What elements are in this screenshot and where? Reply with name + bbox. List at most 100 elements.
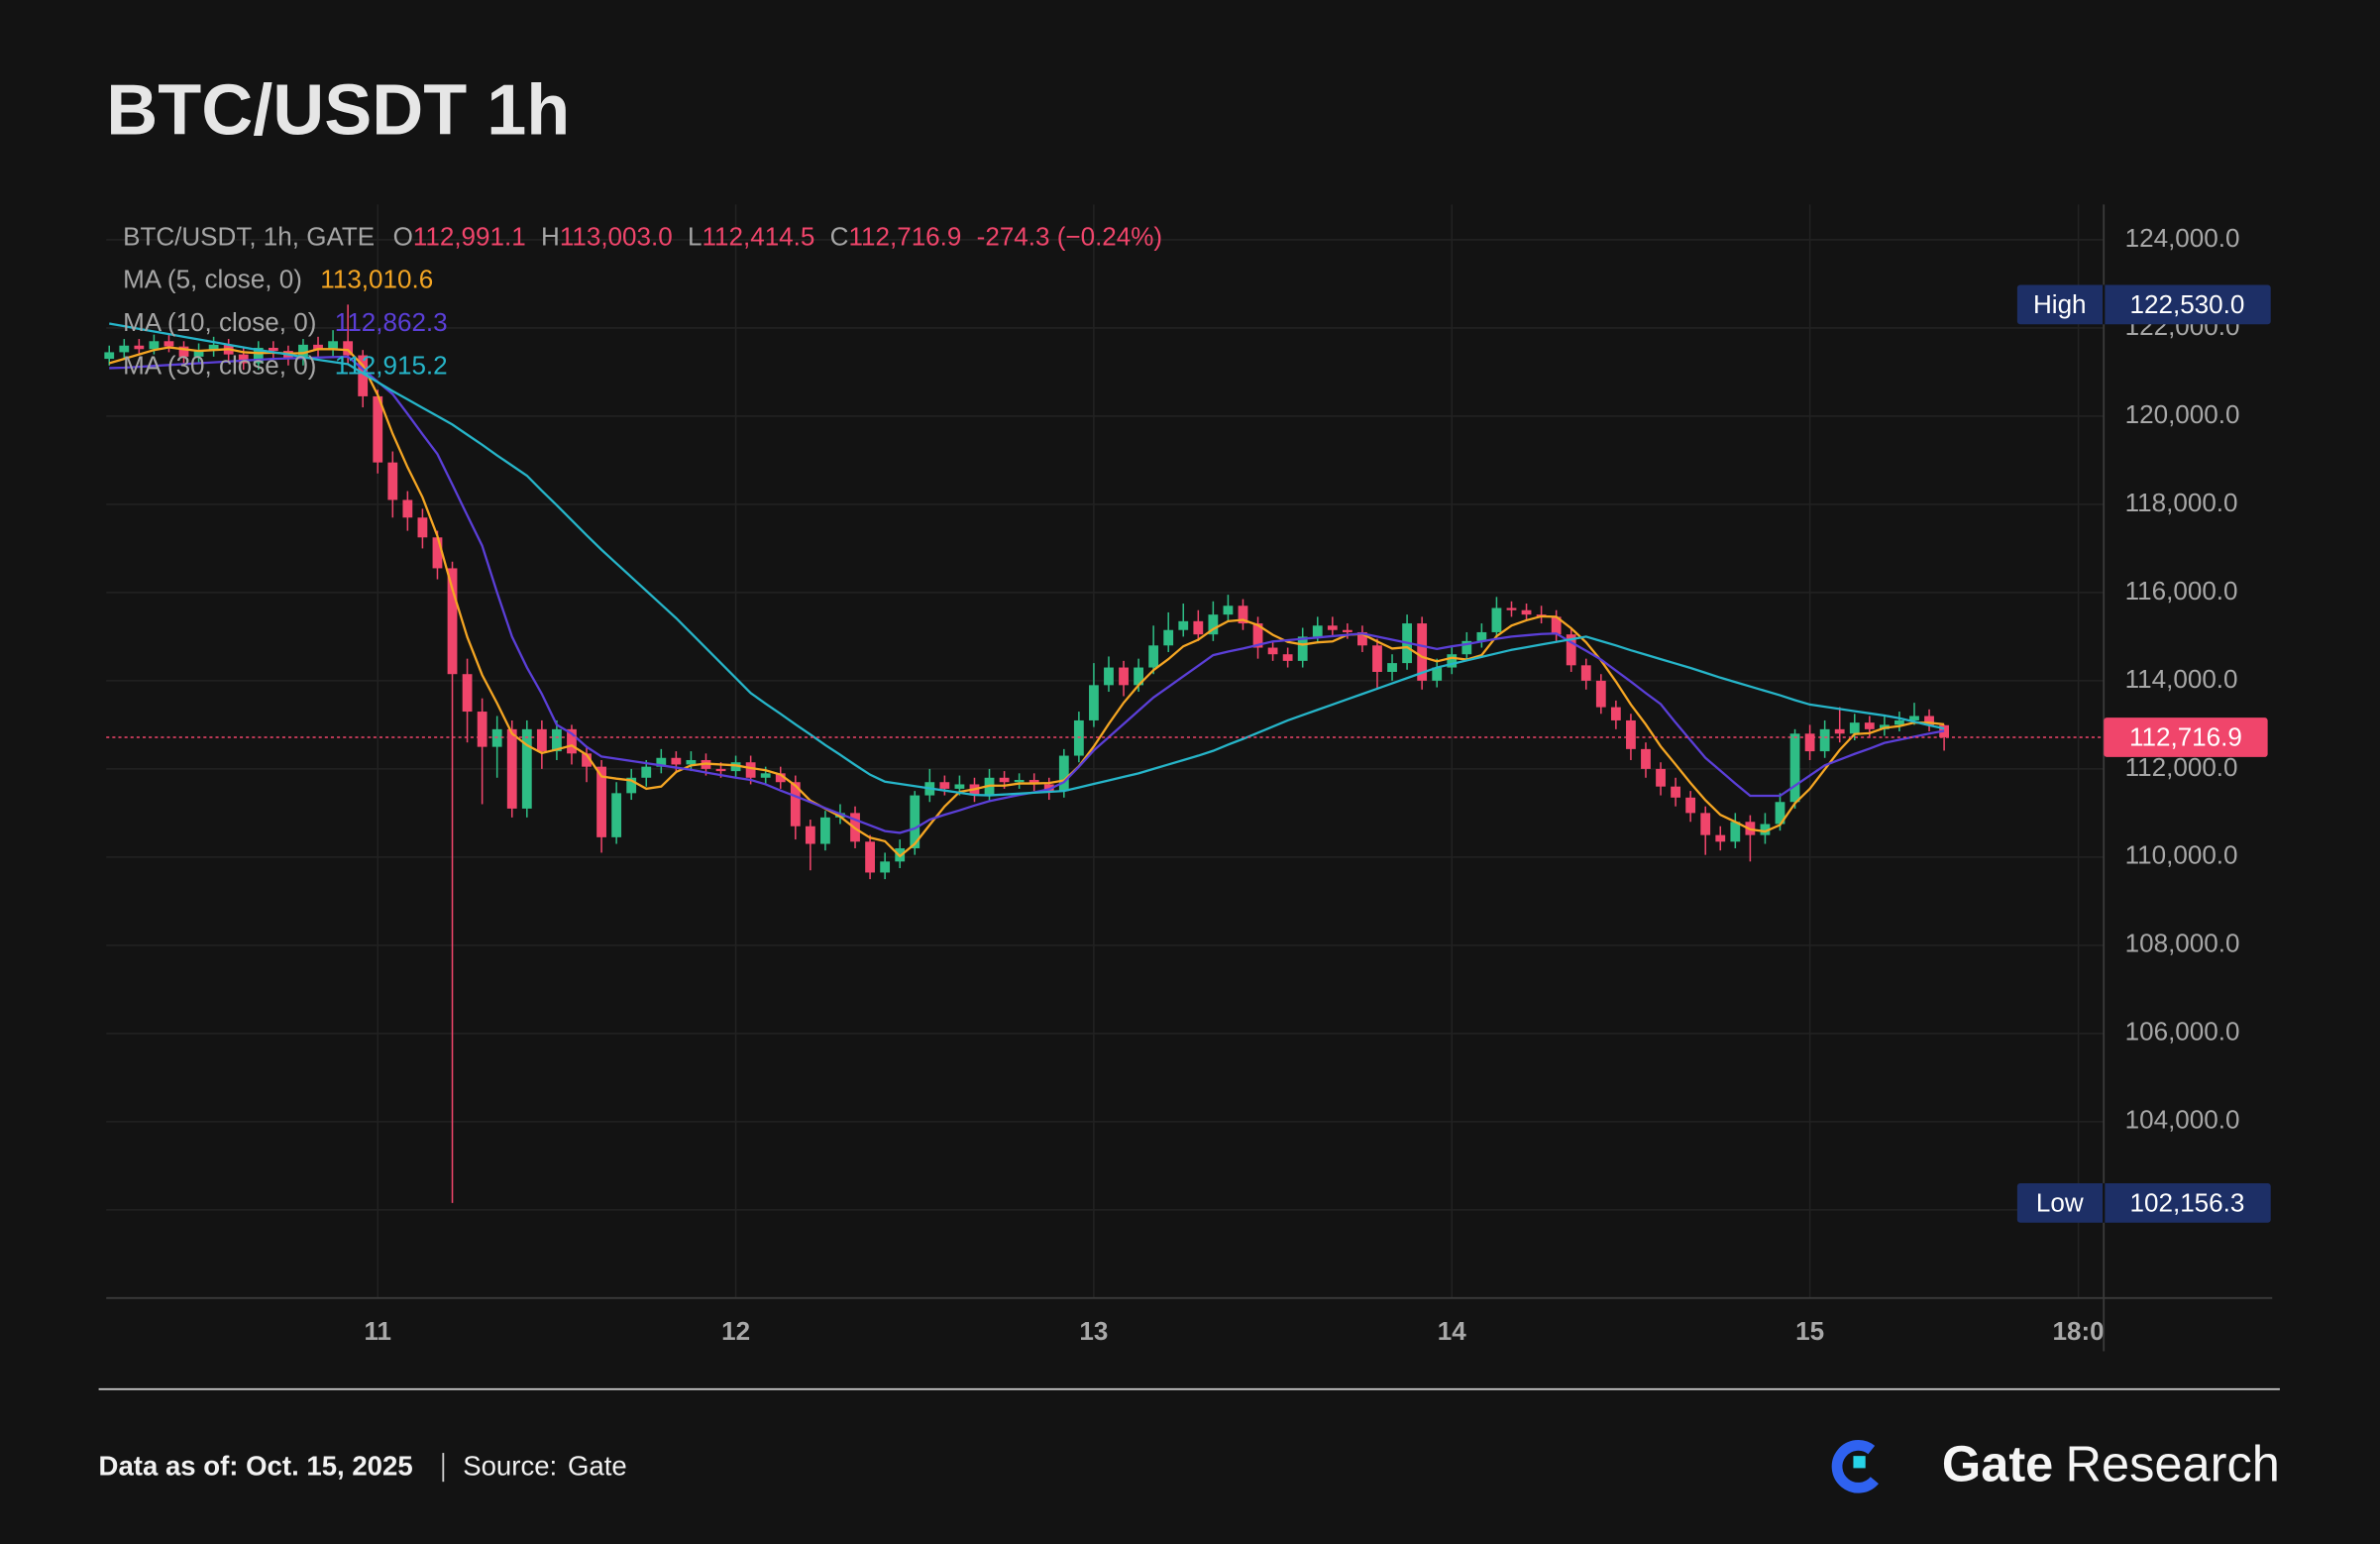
candle-body: [462, 674, 473, 713]
candle-body: [358, 355, 369, 396]
candle-body: [1342, 629, 1352, 632]
candle-body: [1178, 620, 1189, 630]
candle-body: [1043, 784, 1054, 792]
candle-body: [1595, 680, 1606, 708]
candle-body: [910, 795, 920, 848]
extreme-badge: [2016, 284, 2271, 325]
candle-body: [1626, 719, 1636, 749]
candle-body: [1297, 636, 1308, 661]
candle-body: [820, 817, 830, 844]
candle-body: [596, 766, 606, 837]
candle-body: [1058, 755, 1069, 792]
brand-logo: [1831, 1440, 1879, 1493]
chart-title: BTC/USDT 1h: [106, 70, 570, 150]
candle-body: [790, 782, 801, 827]
candle-body: [1656, 768, 1666, 787]
candle-body: [611, 793, 622, 837]
candle-body: [208, 344, 219, 351]
candle-body: [1685, 797, 1696, 814]
candle-body: [119, 345, 130, 353]
y-tick-label: 114,000.0: [2125, 664, 2238, 694]
candle-body: [671, 757, 682, 765]
candle-body: [313, 344, 323, 351]
candle-body: [1312, 625, 1323, 637]
candle-body: [1775, 802, 1785, 825]
legend-key: H: [541, 221, 560, 251]
candle-body: [1506, 607, 1517, 610]
candle-body: [715, 768, 726, 772]
candle-body: [432, 537, 443, 569]
candle-body: [163, 341, 174, 347]
candle-body: [1610, 707, 1621, 720]
candle-body: [1252, 623, 1263, 648]
candle-body: [1223, 606, 1234, 615]
ma-legend: MA (10, close, 0) 112,862.3: [123, 307, 448, 337]
candle-body: [1864, 722, 1875, 729]
candle-body: [1163, 629, 1174, 646]
candle-body: [1789, 733, 1800, 803]
candle-body: [1282, 654, 1293, 661]
x-tick-label: 14: [1438, 1316, 1466, 1346]
logo-ring: [1831, 1440, 1879, 1493]
candle-body: [134, 345, 145, 350]
candle-body: [686, 759, 697, 765]
legend-value: 112,991.1: [413, 221, 526, 251]
candle-body: [1028, 780, 1039, 785]
candle-body: [1641, 748, 1651, 769]
extreme-label: High: [2033, 289, 2087, 319]
ma-line: [109, 322, 1945, 797]
legend-value: 112,414.5: [702, 221, 814, 251]
candle-body: [1760, 824, 1771, 835]
legend-value: 113,003.0: [560, 221, 673, 251]
candle-body: [1461, 640, 1472, 655]
candle-body: [298, 344, 308, 360]
candle-body: [1238, 606, 1248, 624]
candle-body: [1327, 625, 1338, 630]
candle-body: [1730, 822, 1741, 842]
logo-square: [1853, 1456, 1866, 1469]
candle-body: [1357, 631, 1367, 646]
y-tick-label: 110,000.0: [2125, 840, 2238, 870]
y-tick-label: 106,000.0: [2125, 1017, 2240, 1047]
candle-body: [1447, 654, 1458, 668]
candle-body: [1715, 834, 1726, 842]
y-tick-label: 108,000.0: [2125, 929, 2240, 958]
ma-legend: MA (30, close, 0) 112,915.2: [123, 351, 448, 381]
candle-body: [582, 753, 592, 767]
ma-legend-name: MA (5, close, 0): [123, 264, 302, 293]
candle-body: [1580, 665, 1591, 681]
ma-legend-name: MA (30, close, 0): [123, 351, 316, 381]
candle-body: [343, 341, 354, 356]
x-tick-label: 12: [721, 1316, 750, 1346]
candle-body: [865, 841, 875, 873]
candle-body: [1014, 780, 1025, 783]
candle-body: [149, 341, 160, 350]
candle-body: [1372, 645, 1382, 672]
candle-body: [402, 499, 413, 518]
candle-body: [1208, 614, 1219, 635]
candle-body: [939, 782, 950, 789]
ma-legend-value: 113,010.6: [320, 264, 433, 293]
brand: Gate Research: [1942, 1436, 2280, 1492]
legend-symbol: BTC/USDT, 1h, GATE: [123, 221, 375, 251]
candle-body: [1909, 716, 1919, 720]
candle-body: [567, 728, 577, 754]
source-name: Gate: [568, 1451, 627, 1482]
candle-body: [1119, 667, 1129, 686]
candle-body: [641, 766, 652, 778]
candle-body: [999, 777, 1010, 783]
candle-body: [656, 757, 667, 767]
extreme-label: Low: [2036, 1187, 2084, 1217]
candle-body: [193, 350, 204, 357]
x-tick-label: 11: [364, 1316, 391, 1346]
ohlc-legend: BTC/USDT, 1h, GATE O112,991.1 H113,003.0 L1…: [123, 221, 1162, 251]
brand-name: Gate: [1942, 1436, 2053, 1492]
legend-value: 112,716.9: [849, 221, 962, 251]
candle-body: [1551, 616, 1562, 635]
candle-body: [253, 347, 264, 364]
candle-body: [880, 861, 891, 873]
candle-body: [775, 773, 786, 783]
candle-body: [373, 395, 383, 463]
